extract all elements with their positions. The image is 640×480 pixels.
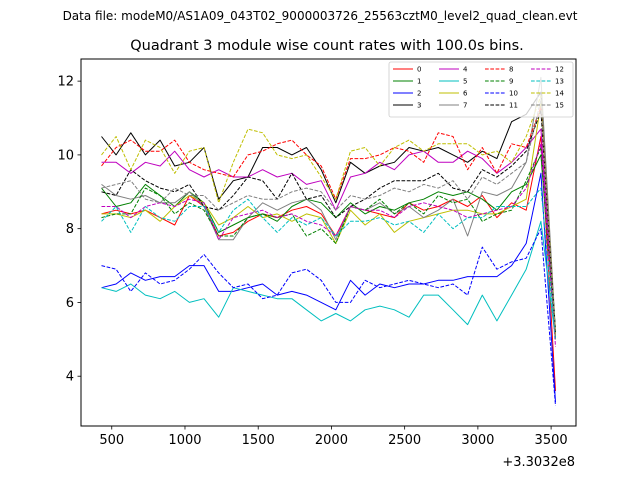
legend-label-0: 0	[417, 66, 421, 74]
legend-label-15: 15	[555, 102, 564, 110]
series-line-12	[101, 143, 556, 347]
legend-label-9: 9	[509, 78, 513, 86]
y-tick-label: 10	[57, 148, 74, 163]
legend-label-14: 14	[555, 90, 564, 98]
legend-label-5: 5	[463, 78, 467, 86]
x-tick-label: 1000	[168, 433, 201, 448]
x-tick-label: 3500	[535, 433, 568, 448]
legend-label-3: 3	[417, 102, 421, 110]
x-tick-label: 500	[99, 433, 124, 448]
legend-label-13: 13	[555, 78, 564, 86]
series-line-14	[101, 95, 556, 336]
series-line-4	[101, 128, 556, 340]
x-tick-label: 1500	[242, 433, 275, 448]
legend-label-12: 12	[555, 66, 564, 74]
series-line-7	[101, 76, 556, 332]
legend-label-8: 8	[509, 66, 513, 74]
series-line-8	[101, 106, 556, 336]
series-line-9	[101, 147, 556, 340]
figure-suptitle: Data file: modeM0/AS1A09_043T02_90000037…	[63, 9, 578, 23]
series-line-11	[101, 110, 556, 332]
y-tick-label: 4	[66, 370, 74, 385]
chart-title: Quadrant 3 module wise count rates with …	[130, 38, 524, 54]
y-axis: 4 6 8 10 12	[57, 75, 81, 385]
axes-frame	[80, 58, 577, 427]
legend-label-1: 1	[417, 78, 421, 86]
series-lines	[101, 76, 556, 406]
x-axis-offset-label: +3.3032e8	[502, 455, 575, 470]
legend-label-2: 2	[417, 90, 421, 98]
legend-label-7: 7	[463, 102, 467, 110]
series-line-10	[101, 228, 556, 406]
x-tick-label: 3000	[461, 433, 494, 448]
series-line-15	[101, 99, 556, 340]
series-line-13	[101, 187, 556, 340]
legend-label-6: 6	[463, 90, 468, 98]
series-line-5	[101, 220, 556, 340]
x-axis: 500 1000 1500 2000 2500 3000 3500	[99, 426, 568, 448]
y-tick-label: 6	[66, 296, 74, 311]
y-tick-label: 12	[57, 75, 74, 90]
legend-label-11: 11	[509, 102, 518, 110]
y-tick-label: 8	[66, 222, 74, 237]
legend-label-4: 4	[463, 66, 468, 74]
series-line-2	[101, 172, 556, 403]
x-tick-label: 2500	[388, 433, 421, 448]
x-tick-label: 2000	[315, 433, 348, 448]
legend-box	[388, 61, 574, 118]
legend-label-10: 10	[509, 90, 518, 98]
